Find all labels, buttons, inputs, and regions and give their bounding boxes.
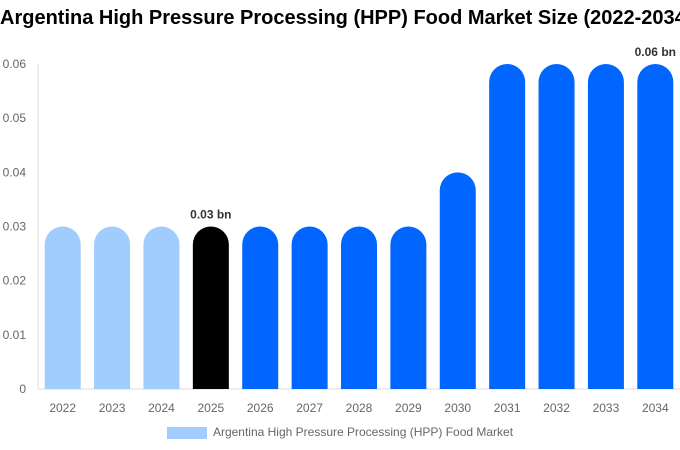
- bar: [242, 226, 279, 389]
- x-tick-label: 2024: [148, 401, 175, 415]
- legend[interactable]: Argentina High Pressure Processing (HPP)…: [0, 425, 680, 439]
- legend-label: Argentina High Pressure Processing (HPP)…: [212, 425, 514, 439]
- data-label: 0.03 bn: [190, 208, 231, 222]
- y-tick-label: 0.04: [3, 165, 27, 179]
- chart-title: Argentina High Pressure Processing (HPP)…: [0, 7, 680, 29]
- y-tick-label: 0.03: [3, 220, 27, 234]
- bar: [143, 226, 180, 389]
- x-tick-label: 2032: [543, 401, 570, 415]
- bar: [94, 226, 131, 389]
- y-tick-label: 0.02: [3, 274, 27, 288]
- x-tick-label: 2026: [247, 401, 274, 415]
- x-tick-label: 2028: [346, 401, 373, 415]
- bar: [637, 64, 674, 390]
- bar: [439, 172, 476, 389]
- bar: [192, 226, 229, 389]
- y-tick-label: 0.05: [3, 111, 27, 125]
- x-tick-label: 2027: [296, 401, 323, 415]
- y-tick-label: 0.01: [3, 328, 27, 342]
- x-tick-label: 2030: [444, 401, 471, 415]
- x-tick-label: 2034: [642, 401, 669, 415]
- x-tick-label: 2025: [197, 401, 224, 415]
- bar: [44, 226, 81, 389]
- x-tick-label: 2023: [99, 401, 126, 415]
- x-tick-label: 2031: [494, 401, 521, 415]
- x-tick-label: 2033: [593, 401, 620, 415]
- y-tick-label: 0: [19, 382, 26, 396]
- legend-swatch: [166, 426, 207, 439]
- bar: [390, 226, 427, 389]
- data-label: 0.06 bn: [635, 45, 676, 59]
- bar: [538, 64, 575, 390]
- bar: [587, 64, 624, 390]
- bar: [489, 63, 526, 390]
- bar: [341, 226, 377, 389]
- x-tick-label: 2029: [395, 401, 422, 415]
- x-tick-label: 2022: [49, 401, 76, 415]
- y-tick-label: 0.06: [3, 57, 27, 71]
- bar: [291, 226, 328, 389]
